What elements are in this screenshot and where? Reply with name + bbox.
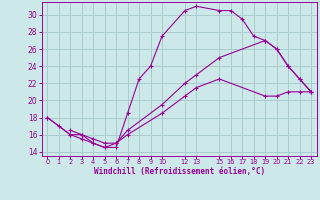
X-axis label: Windchill (Refroidissement éolien,°C): Windchill (Refroidissement éolien,°C) [94, 167, 265, 176]
